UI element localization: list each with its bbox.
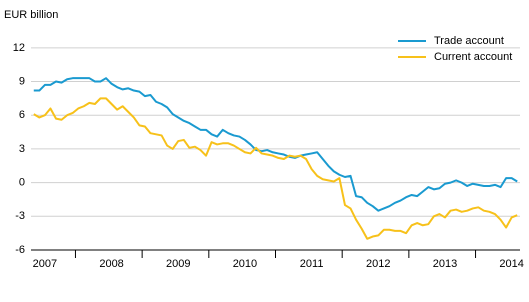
y-tick-label: 9	[19, 75, 25, 87]
x-tick-label: 2014	[499, 258, 523, 270]
x-tick-label: 2013	[433, 258, 457, 270]
x-tick-label: 2012	[366, 258, 390, 270]
y-tick-label: -3	[15, 210, 25, 222]
x-tick-label: 2007	[33, 258, 57, 270]
y-tick-label: 6	[19, 109, 25, 121]
x-tick-label: 2008	[99, 258, 123, 270]
legend-label: Current account	[434, 51, 512, 63]
y-tick-label: -6	[15, 244, 25, 256]
x-tick-label: 2011	[300, 258, 324, 270]
y-axis-label: EUR billion	[4, 9, 58, 21]
legend-label: Trade account	[434, 35, 504, 47]
x-tick-label: 2009	[166, 258, 190, 270]
y-tick-label: 12	[13, 42, 25, 54]
y-tick-label: 3	[19, 143, 25, 155]
series-line	[33, 97, 518, 240]
x-tick-label: 2010	[233, 258, 257, 270]
series-line	[33, 77, 518, 212]
y-tick-label: 0	[19, 177, 25, 189]
